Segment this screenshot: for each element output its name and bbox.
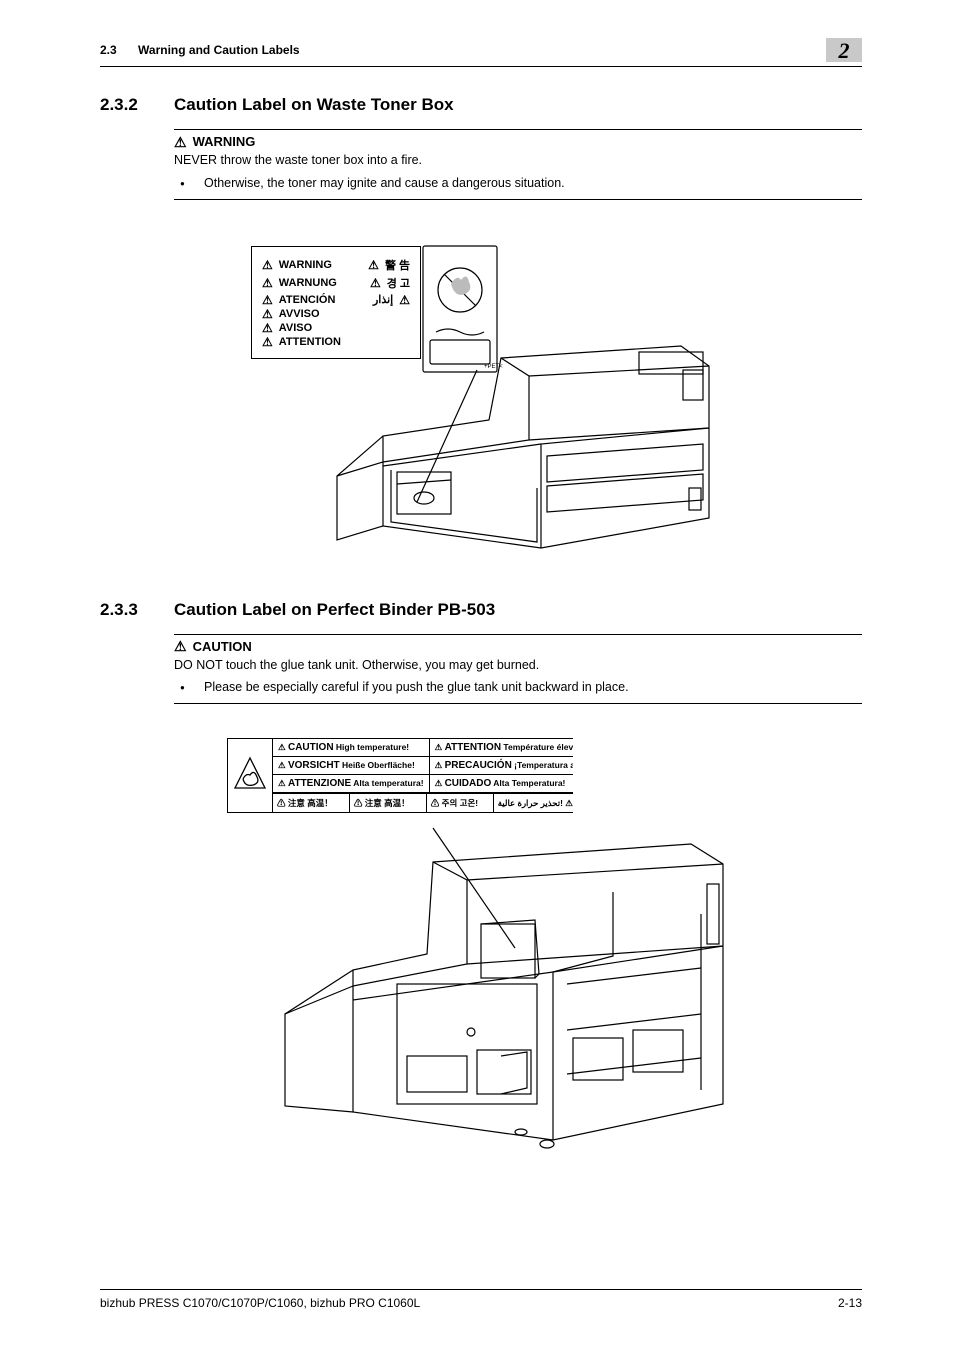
section-title: Caution Label on Perfect Binder PB-503 (174, 600, 495, 620)
caution-label: CAUTION (193, 639, 252, 654)
warning-label-box: ⚠WARNING⚠警 告 ⚠WARNUNG⚠경 고 ⚠ATENCIÓNإنذار… (251, 246, 421, 359)
caution-lead: DO NOT touch the glue tank unit. Otherwi… (174, 656, 862, 675)
warning-bullet-1: Otherwise, the toner may ignite and caus… (174, 174, 862, 193)
footer-right: 2-13 (838, 1296, 862, 1310)
warning-triangle-icon: ⚠ (174, 135, 187, 149)
caution-heading: ⚠ CAUTION (174, 639, 862, 654)
footer-left: bizhub PRESS C1070/C1070P/C1060, bizhub … (100, 1296, 420, 1310)
binder-diagram-icon: ⚠ CAUTION High temperature! ⚠ ATTENTION … (221, 734, 741, 1154)
rule-top (174, 634, 862, 635)
warning-block: ⚠ WARNING NEVER throw the waste toner bo… (174, 129, 862, 200)
section-number: 2.3.2 (100, 95, 174, 115)
printer-diagram-icon: ⚠WARNING⚠警 告 ⚠WARNUNG⚠경 고 ⚠ATENCIÓNإنذار… (241, 240, 721, 560)
section-title: Caution Label on Waste Toner Box (174, 95, 454, 115)
caution-bullets: Please be especially careful if you push… (174, 678, 862, 697)
header-section-title: Warning and Caution Labels (138, 43, 300, 57)
warning-bullets: Otherwise, the toner may ignite and caus… (174, 174, 862, 193)
rule-top (174, 129, 862, 130)
section-heading-233: 2.3.3 Caution Label on Perfect Binder PB… (100, 600, 862, 620)
caution-label-box: ⚠ CAUTION High temperature! ⚠ ATTENTION … (227, 738, 573, 813)
section-heading-232: 2.3.2 Caution Label on Waste Toner Box (100, 95, 862, 115)
section-number: 2.3.3 (100, 600, 174, 620)
caution-bullet-1: Please be especially careful if you push… (174, 678, 862, 697)
rule-bottom (174, 199, 862, 200)
warning-lead: NEVER throw the waste toner box into a f… (174, 151, 862, 170)
caution-block: ⚠ CAUTION DO NOT touch the glue tank uni… (174, 634, 862, 705)
figure-perfect-binder: ⚠ CAUTION High temperature! ⚠ ATTENTION … (100, 734, 862, 1154)
header-left: 2.3 Warning and Caution Labels (100, 43, 300, 57)
chapter-tab: 2 (826, 38, 862, 62)
rule-bottom (174, 703, 862, 704)
svg-text:+PET<: +PET< (484, 364, 503, 370)
page-footer: bizhub PRESS C1070/C1070P/C1060, bizhub … (100, 1289, 862, 1310)
warning-label: WARNING (193, 134, 256, 149)
warning-heading: ⚠ WARNING (174, 134, 862, 149)
caution-triangle-icon: ⚠ (174, 639, 187, 653)
figure-waste-toner: ⚠WARNING⚠警 告 ⚠WARNUNG⚠경 고 ⚠ATENCIÓNإنذار… (100, 240, 862, 560)
page-header: 2.3 Warning and Caution Labels 2 (100, 38, 862, 67)
header-section-ref: 2.3 (100, 43, 117, 57)
